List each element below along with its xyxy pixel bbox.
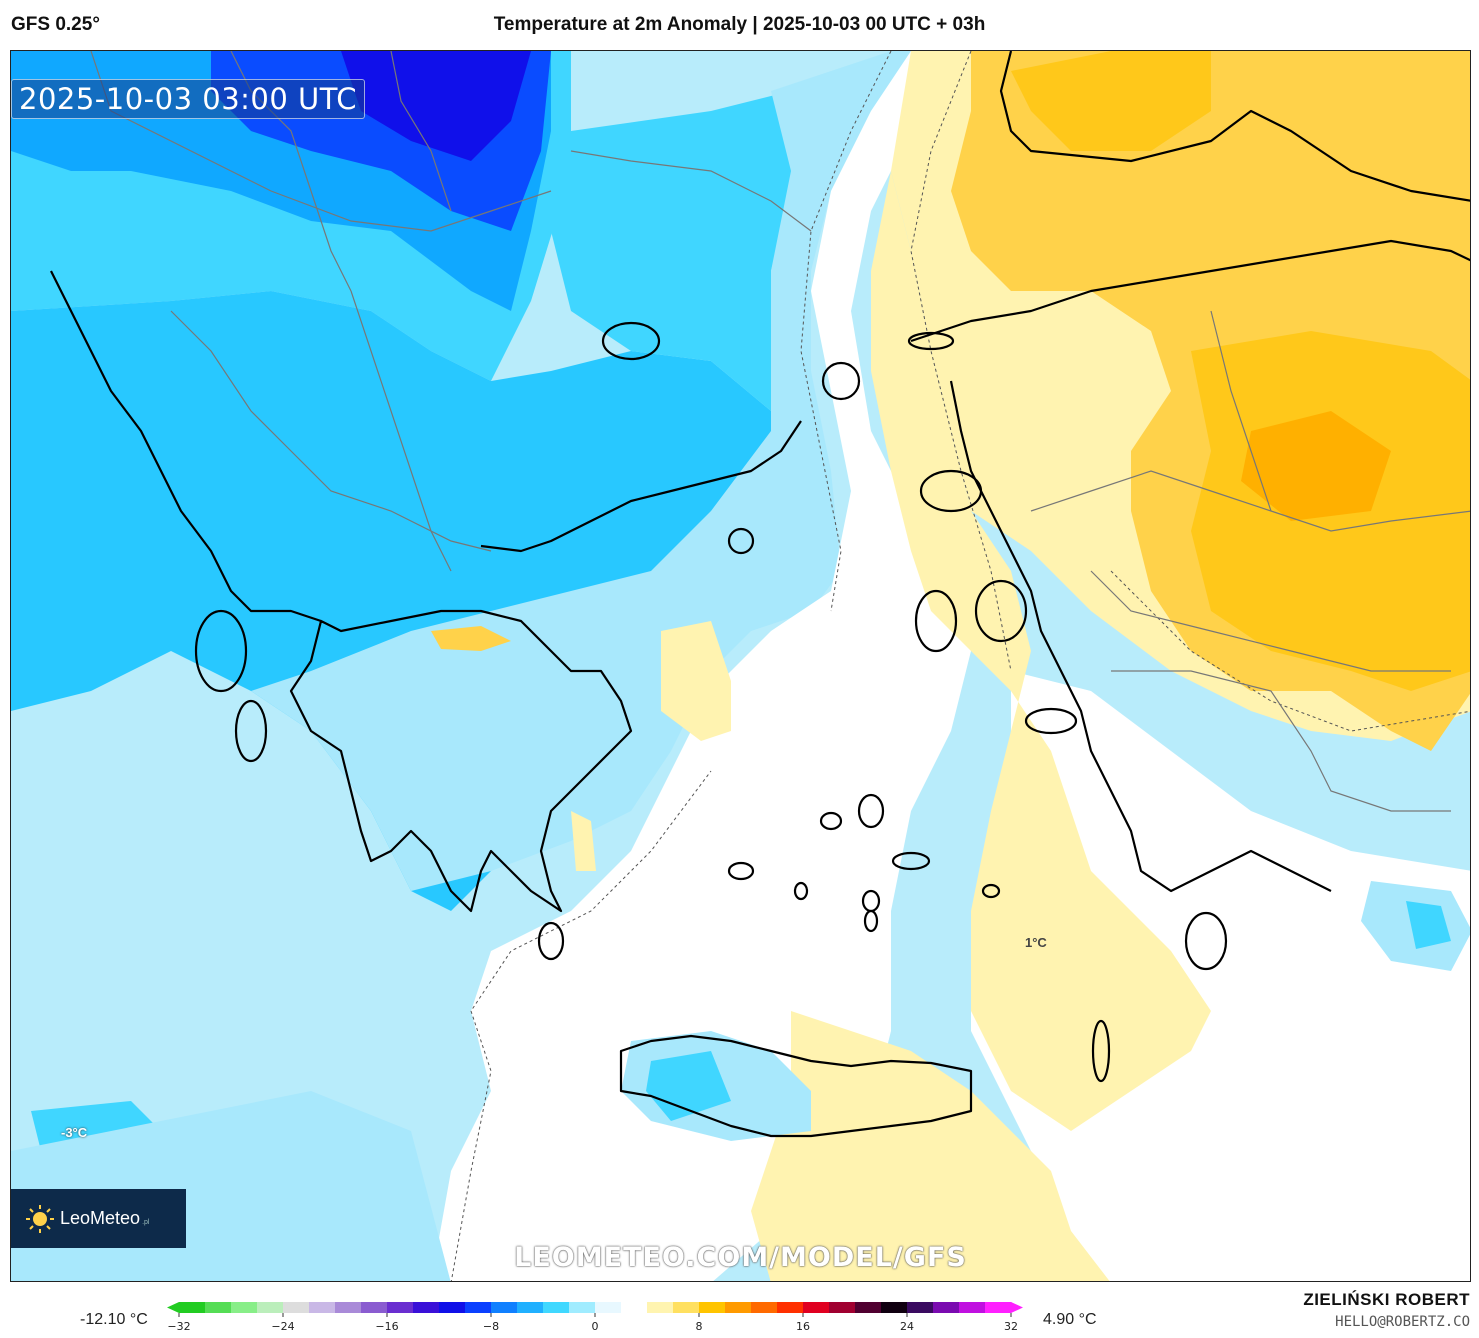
scale-tick-label: 0 <box>592 1320 599 1333</box>
scale-swatch <box>205 1302 232 1313</box>
scale-swatch <box>777 1302 804 1313</box>
scale-swatch <box>283 1302 310 1313</box>
valid-time-label: 2025-10-03 03:00 UTC <box>11 79 366 119</box>
author-name: ZIELIŃSKI ROBERT <box>1303 1290 1470 1309</box>
mild-cold-area <box>251 51 911 891</box>
scale-swatch <box>907 1302 934 1313</box>
cold-anomaly-area <box>11 291 771 911</box>
scale-swatch <box>803 1302 830 1313</box>
scale-swatch <box>829 1302 856 1313</box>
leometeo-logo: LeoMeteo .pl <box>11 1189 186 1248</box>
scale-tick-label: 16 <box>796 1320 810 1333</box>
cold-anomaly-area <box>1406 901 1451 949</box>
scale-swatch <box>543 1302 570 1313</box>
legend-max-value: 4.90 °C <box>1043 1311 1097 1328</box>
scale-swatch <box>855 1302 882 1313</box>
scale-swatch <box>335 1302 362 1313</box>
logo-text: LeoMeteo <box>60 1208 141 1228</box>
scale-swatch <box>439 1302 466 1313</box>
model-label: GFS 0.25° <box>11 14 100 35</box>
scale-min-arrow <box>167 1302 179 1313</box>
scale-swatch <box>309 1302 336 1313</box>
scale-tick-label: −16 <box>375 1320 398 1333</box>
scale-swatch <box>413 1302 440 1313</box>
cold-anomaly-area <box>646 1051 731 1121</box>
legend-min-value: -12.10 °C <box>80 1311 148 1328</box>
scale-swatch <box>491 1302 518 1313</box>
scale-swatch <box>933 1302 960 1313</box>
scale-swatch <box>647 1302 674 1313</box>
scale-swatch <box>699 1302 726 1313</box>
anomaly-label: -3°C <box>61 1125 88 1140</box>
scale-swatch <box>673 1302 700 1313</box>
sun-icon <box>26 1204 54 1233</box>
scale-swatch <box>387 1302 414 1313</box>
anomaly-label: 1°C <box>1025 935 1047 950</box>
scale-swatch <box>465 1302 492 1313</box>
cold-anomaly-area <box>341 51 531 161</box>
scale-swatch <box>231 1302 258 1313</box>
scale-swatch <box>179 1302 206 1313</box>
scale-swatch <box>751 1302 778 1313</box>
warm-anomaly-area <box>431 626 511 651</box>
warm-anomaly-area <box>661 621 731 741</box>
warm-anomaly-area <box>1241 411 1391 521</box>
cold-anomaly-area <box>551 91 831 411</box>
scale-swatch <box>959 1302 986 1313</box>
scale-tick-label: −32 <box>167 1320 190 1333</box>
logo-suffix: .pl <box>142 1219 150 1226</box>
scale-swatch <box>985 1302 1012 1313</box>
neutral-anomaly-area <box>971 671 1470 1281</box>
scale-tick-label: −24 <box>271 1320 294 1333</box>
scale-max-arrow <box>1011 1302 1023 1313</box>
scale-swatch <box>361 1302 388 1313</box>
map-panel: 2025-10-03 03:00 UTC 1°C -3°C LeoMeteo .… <box>10 50 1471 1282</box>
scale-swatch <box>881 1302 908 1313</box>
scale-swatch <box>569 1302 596 1313</box>
scale-swatch <box>257 1302 284 1313</box>
author-email: HELLO@ROBERTZ.CO <box>1335 1314 1470 1330</box>
color-scale: −32 −24 −16 −8 0 8 16 24 32 <box>167 1302 1023 1333</box>
anomaly-map <box>11 51 1470 1281</box>
scale-tick-label: 8 <box>696 1320 703 1333</box>
scale-tick-label: 32 <box>1004 1320 1018 1333</box>
chart-title: Temperature at 2m Anomaly | 2025-10-03 0… <box>493 14 986 35</box>
neutral-anomaly-area <box>431 51 971 1281</box>
scale-swatch <box>621 1302 648 1313</box>
source-watermark: LEOMETEO.COM/MODEL/GFS <box>514 1242 967 1273</box>
scale-swatch <box>517 1302 544 1313</box>
scale-tick-label: 24 <box>900 1320 914 1333</box>
warm-anomaly-area <box>1011 51 1211 151</box>
scale-tick-label: −8 <box>483 1320 499 1333</box>
scale-swatch <box>725 1302 752 1313</box>
warm-anomaly-area <box>751 1011 1110 1281</box>
warm-anomaly-area <box>571 811 596 871</box>
scale-swatch <box>595 1302 622 1313</box>
coastlines <box>50 51 1470 1138</box>
warm-anomaly-area <box>871 171 1211 1131</box>
contour-lines <box>450 51 1470 1281</box>
